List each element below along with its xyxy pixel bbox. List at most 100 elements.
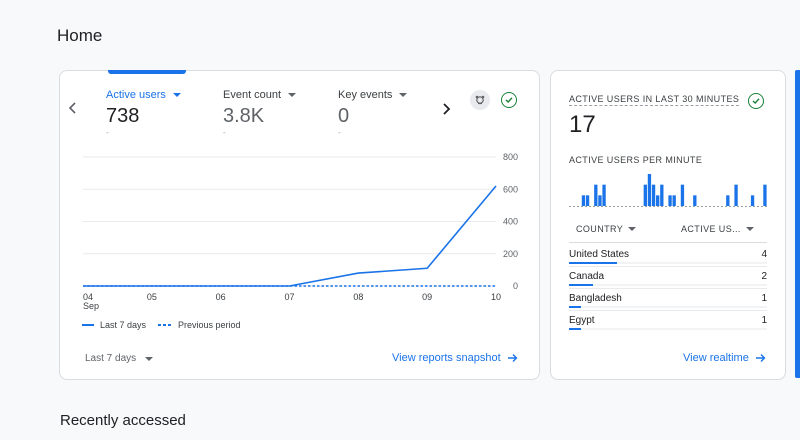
x-tick-sublabel: Sep — [83, 301, 99, 311]
row-divider — [569, 266, 767, 267]
share-bar — [569, 262, 767, 264]
metric-label-active-users: Active users — [106, 89, 206, 101]
metric-tab-event-count[interactable]: Event count 3.8K - — [223, 89, 323, 137]
minute-bar — [734, 184, 738, 206]
legend-dashed-line-icon — [158, 324, 173, 326]
date-range-label: Last 7 days — [85, 353, 137, 364]
chevron-right-icon[interactable] — [441, 102, 451, 121]
table-row: Egypt 1 — [569, 311, 767, 333]
minute-bar — [672, 195, 676, 206]
country-name: Bangladesh — [569, 293, 622, 304]
minute-bar — [602, 184, 606, 206]
minute-bar — [726, 195, 730, 206]
overview-card: Active users 738 - Event count 3.8K - Ke… — [59, 70, 540, 380]
insights-icon[interactable] — [470, 90, 490, 110]
series-last-7-days-line — [83, 185, 497, 287]
date-range-dropdown[interactable]: Last 7 days — [85, 353, 154, 364]
metric-change: - — [106, 128, 109, 137]
active-tab-indicator — [108, 70, 186, 74]
minute-bar — [763, 184, 767, 206]
share-bar-fill — [569, 284, 593, 286]
caret-down-icon — [145, 356, 154, 361]
minute-bar — [668, 195, 672, 206]
check-circle-icon[interactable] — [499, 90, 519, 110]
metric-tab-key-events[interactable]: Key events 0 - — [338, 89, 438, 137]
y-tick-label: 800 — [503, 152, 518, 162]
x-tick-label: 07 — [284, 292, 294, 302]
metric-change: - — [338, 128, 341, 137]
side-panel-edge — [795, 70, 800, 378]
share-bar — [569, 284, 767, 286]
legend-solid-line-icon — [82, 324, 94, 326]
link-label: View reports snapshot — [392, 352, 501, 364]
minute-bar — [594, 184, 598, 206]
table-row: United States 4 — [569, 245, 767, 267]
minute-bar — [660, 184, 664, 206]
metric-value-event-count: 3.8K — [223, 105, 265, 127]
per-minute-chart — [569, 174, 767, 207]
caret-down-icon — [745, 227, 754, 231]
chevron-left-icon[interactable] — [68, 101, 78, 120]
country-count: 2 — [761, 271, 767, 282]
link-label: View realtime — [683, 352, 749, 364]
metric-value-active-users: 738 — [106, 105, 140, 127]
caret-down-icon — [628, 227, 637, 231]
check-circle-icon[interactable] — [746, 91, 766, 111]
caret-down-icon — [288, 93, 297, 97]
metric-value-key-events: 0 — [338, 105, 350, 127]
share-bar-fill — [569, 306, 581, 308]
country-count: 4 — [761, 249, 767, 260]
metric-label-key-events: Key events — [338, 89, 438, 101]
chart-legend: Last 7 days Previous period — [82, 320, 241, 330]
minute-bar — [693, 195, 697, 206]
caret-down-icon — [399, 93, 408, 97]
metric-label-text: Key events — [338, 89, 393, 101]
minute-bar — [680, 184, 685, 206]
metric-label-text: Active users — [106, 89, 166, 101]
view-realtime-link[interactable]: View realtime — [683, 352, 766, 364]
page-title: Home — [57, 26, 103, 45]
active-users-column-header[interactable]: ACTIVE US... — [681, 224, 754, 234]
x-tick-label: 09 — [422, 292, 432, 302]
metric-label-event-count: Event count — [223, 89, 323, 101]
realtime-value: 17 — [569, 111, 596, 138]
x-tick-label: 10 — [491, 292, 501, 302]
caret-down-icon — [172, 93, 181, 97]
table-row: Canada 2 — [569, 267, 767, 289]
share-bar-fill — [569, 328, 581, 330]
legend-previous: Previous period — [178, 320, 241, 330]
country-count: 1 — [761, 315, 767, 326]
minute-bar — [656, 195, 660, 206]
country-count: 1 — [761, 293, 767, 304]
minute-bar — [647, 174, 652, 206]
arrow-right-icon — [507, 354, 518, 362]
table-header-divider — [569, 242, 767, 243]
share-bar — [569, 328, 767, 330]
y-tick-label: 200 — [503, 249, 518, 259]
row-divider — [569, 288, 767, 289]
metric-label-text: Event count — [223, 89, 282, 101]
per-minute-title: ACTIVE USERS PER MINUTE — [569, 155, 703, 165]
arrow-right-icon — [755, 354, 766, 362]
country-column-header[interactable]: COUNTRY — [576, 224, 637, 234]
minute-bar — [581, 195, 586, 206]
column-label: COUNTRY — [576, 224, 624, 234]
metric-tab-active-users[interactable]: Active users 738 - — [106, 89, 206, 137]
x-tick-label: 06 — [216, 292, 226, 302]
x-tick-label: 04 — [83, 292, 93, 302]
view-reports-snapshot-link[interactable]: View reports snapshot — [392, 352, 518, 364]
country-name: Canada — [569, 271, 605, 282]
active-users-chart: 0 200 400 600 800 04 05 06 07 08 09 10 Sep — [83, 152, 518, 311]
legend-current: Last 7 days — [100, 320, 147, 330]
share-bar-fill — [569, 262, 617, 264]
metric-change: - — [223, 128, 226, 137]
minute-bar — [651, 184, 656, 206]
y-tick-label: 0 — [513, 281, 518, 291]
minute-bar — [750, 195, 755, 206]
minute-bar — [643, 184, 647, 206]
column-label: ACTIVE US... — [681, 224, 741, 234]
realtime-card: ACTIVE USERS IN LAST 30 MINUTES 17 ACTIV… — [550, 70, 786, 380]
y-tick-label: 600 — [503, 184, 518, 194]
share-bar — [569, 306, 767, 308]
row-divider — [569, 310, 767, 311]
